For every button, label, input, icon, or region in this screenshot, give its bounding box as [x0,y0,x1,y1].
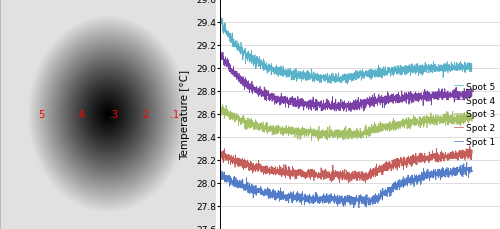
Spot 2 [416,157,422,160]
Spot 3 [469,120,475,123]
Spot 4 [230,71,236,73]
Spot 2 [469,152,475,155]
Text: .3: .3 [109,109,118,120]
Spot 3 [416,122,422,125]
Text: .1: .1 [170,109,178,120]
Spot 5 [416,72,422,75]
Spot 4 [217,56,223,59]
Spot 2 [462,150,468,153]
Spot 4 [462,93,468,95]
Text: 5: 5 [38,109,44,120]
Line: Spot 4: Spot 4 [220,53,472,112]
Spot 4 [469,88,475,91]
Spot 5 [344,83,350,86]
Spot 2 [467,145,473,148]
Spot 2 [362,182,368,185]
Spot 4 [348,111,354,114]
Line: Spot 1: Spot 1 [220,163,472,208]
Spot 3 [462,121,468,124]
Spot 4 [462,98,468,100]
Spot 4 [416,101,422,104]
Spot 5 [230,45,236,48]
Spot 1 [217,172,223,174]
Spot 5 [217,19,223,22]
Line: Spot 2: Spot 2 [220,146,472,183]
Text: .4: .4 [76,109,85,120]
Line: Spot 3: Spot 3 [220,105,472,142]
Spot 5 [333,73,339,76]
Spot 1 [333,198,339,201]
Spot 5 [340,74,346,77]
Text: .2: .2 [140,109,149,120]
Spot 5 [462,61,468,64]
Spot 2 [462,155,468,158]
Spot 2 [230,161,236,164]
Spot 2 [340,177,345,180]
Spot 1 [462,170,468,173]
Spot 3 [316,140,322,143]
Spot 4 [340,102,346,105]
Spot 3 [333,132,339,135]
Spot 5 [462,62,468,64]
Y-axis label: Temperature [°C]: Temperature [°C] [180,70,190,159]
Legend: Spot 5, Spot 4, Spot 3, Spot 2, Spot 1: Spot 5, Spot 4, Spot 3, Spot 2, Spot 1 [454,82,496,147]
Spot 1 [230,181,236,184]
Spot 1 [462,169,468,171]
Spot 3 [340,137,346,139]
Spot 5 [469,65,475,67]
Spot 2 [333,171,339,173]
Spot 1 [416,177,422,180]
Spot 1 [356,207,362,210]
Spot 3 [220,104,226,106]
Spot 1 [340,197,345,200]
Spot 2 [217,154,223,156]
Spot 3 [462,117,468,120]
Line: Spot 5: Spot 5 [220,18,472,85]
Spot 5 [218,17,224,20]
Spot 1 [469,171,475,173]
Spot 3 [217,109,223,112]
Spot 4 [333,104,339,107]
Spot 3 [230,113,236,116]
Spot 1 [464,161,469,164]
Spot 4 [219,51,225,54]
